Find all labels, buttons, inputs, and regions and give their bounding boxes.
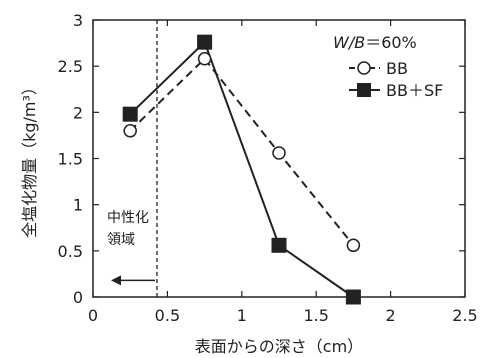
y-tick-label: 1.5 <box>58 150 83 169</box>
series-line-2 <box>129 40 354 298</box>
x-axis-label: 表面からの深さ（cm） <box>195 337 363 356</box>
legend: W/B＝60% BB BB＋SF <box>333 33 443 100</box>
data-point-series-1 <box>346 238 361 253</box>
y-tick-label: 1 <box>73 196 83 215</box>
y-tick-label: 3 <box>73 11 83 30</box>
data-point-series-1 <box>123 124 137 138</box>
y-tick-label: 0 <box>73 288 83 307</box>
data-point-series-2 <box>271 237 287 253</box>
x-tick-label: 0 <box>88 306 98 325</box>
x-tick-label: 1 <box>237 306 247 325</box>
annotation-arrow-head <box>111 275 121 286</box>
data-point-series-2 <box>122 106 138 122</box>
legend-label-1: BB <box>386 59 408 78</box>
data-point-series-2 <box>345 289 361 305</box>
series-line-1 <box>129 57 355 246</box>
data-point-series-1 <box>197 52 212 66</box>
data-point-series-1 <box>272 146 286 160</box>
y-tick-label: 0.5 <box>58 242 83 261</box>
y-axis-label: 全塩化物量（kg/m³） <box>20 79 39 238</box>
x-tick-label: 0.5 <box>155 306 180 325</box>
axes: 0 0.5 1 1.5 2 2.5 0 0.5 1 1.5 2 2.5 3 表面からの深さ（cm） 全塩化物… <box>20 11 478 356</box>
legend-marker-2 <box>357 83 371 97</box>
x-tick-label: 2.5 <box>452 306 477 325</box>
legend-marker-1 <box>357 61 371 75</box>
x-tick-label: 2 <box>386 306 396 325</box>
annotation-label-line1: 中性化 <box>107 210 149 226</box>
legend-title: W/B＝60% <box>333 33 417 52</box>
annotation-label-line2: 領域 <box>107 231 135 248</box>
data-point-series-2 <box>197 34 213 50</box>
legend-label-2: BB＋SF <box>386 81 443 100</box>
x-tick-label: 1.5 <box>303 306 328 325</box>
y-tick-label: 2 <box>73 103 83 122</box>
plot-area <box>122 34 361 305</box>
y-tick-label: 2.5 <box>58 57 83 76</box>
